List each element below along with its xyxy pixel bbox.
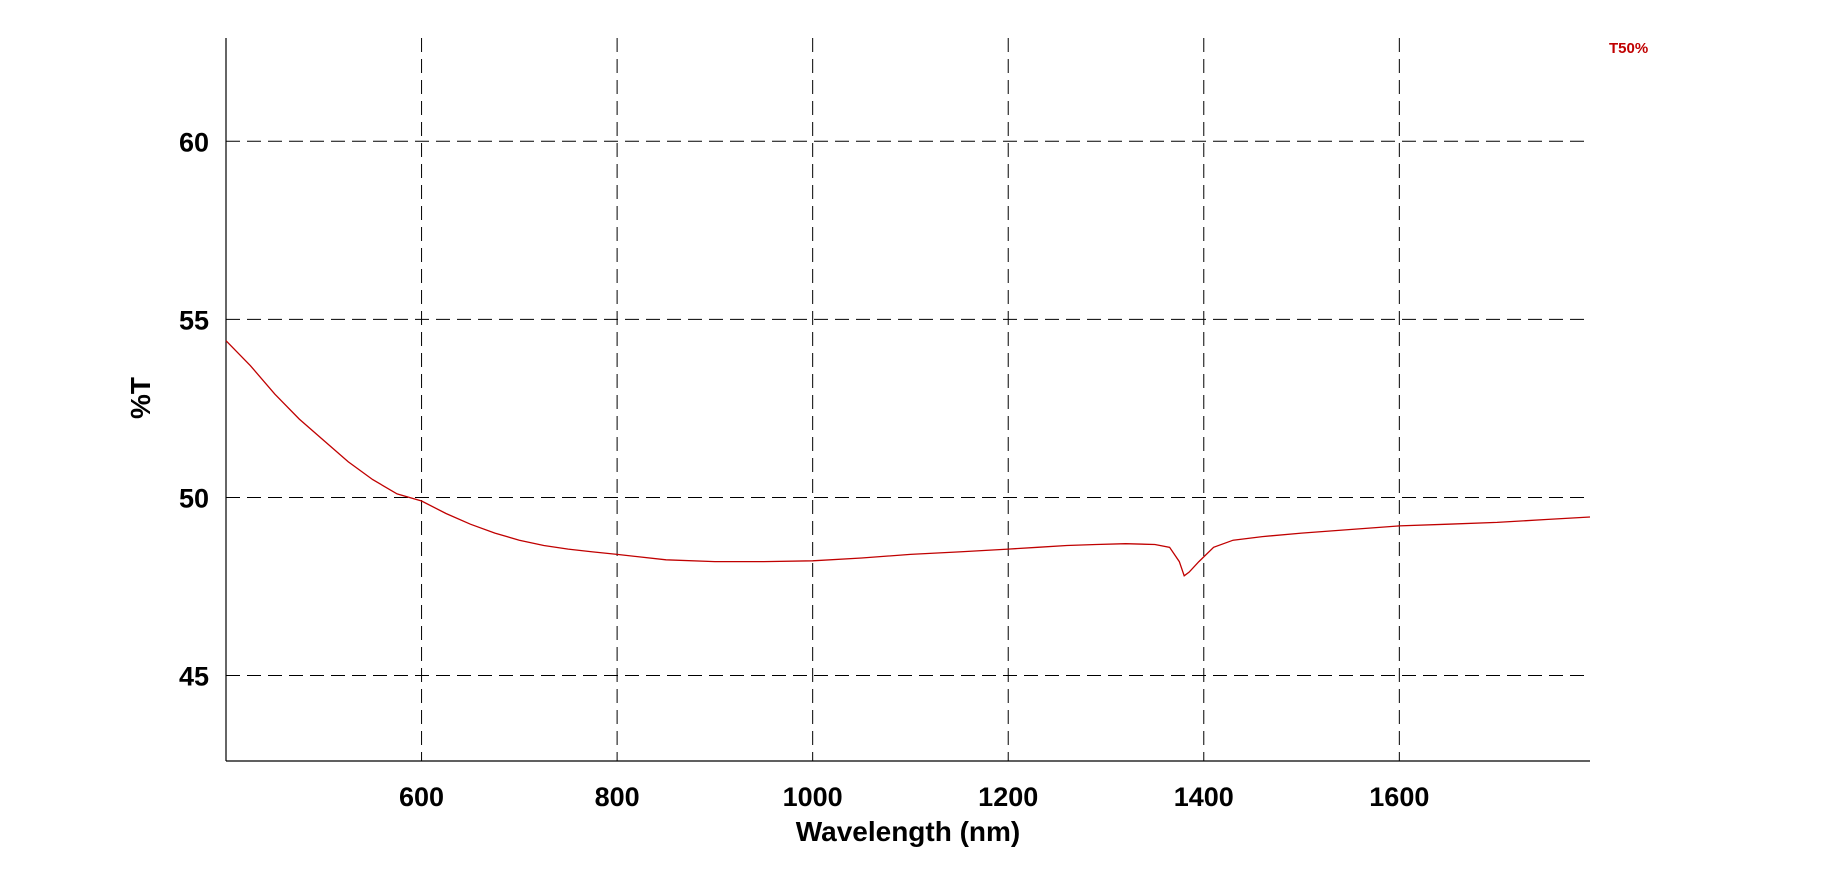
grid-lines bbox=[226, 38, 1590, 761]
x-tick-label: 600 bbox=[399, 782, 444, 812]
series-line-t50 bbox=[225, 340, 1591, 577]
axes bbox=[225, 38, 1590, 762]
y-axis-title: %T bbox=[125, 377, 156, 419]
x-tick-label: 1400 bbox=[1174, 782, 1234, 812]
y-tick-label: 55 bbox=[179, 305, 209, 335]
x-tick-label: 1200 bbox=[978, 782, 1038, 812]
y-tick-label: 45 bbox=[179, 662, 209, 692]
y-tick-label: 50 bbox=[179, 483, 209, 513]
x-tick-label: 1000 bbox=[783, 782, 843, 812]
x-tick-label: 800 bbox=[595, 782, 640, 812]
y-tick-label: 60 bbox=[179, 127, 209, 157]
legend-entry-t50: T50% bbox=[1609, 40, 1648, 57]
series-lines bbox=[225, 340, 1591, 577]
x-tick-labels: 600 800 1000 1200 1400 1600 bbox=[399, 782, 1429, 812]
x-tick-label: 1600 bbox=[1369, 782, 1429, 812]
y-tick-labels: 45 50 55 60 bbox=[179, 127, 209, 691]
x-axis-title: Wavelength (nm) bbox=[796, 816, 1021, 847]
